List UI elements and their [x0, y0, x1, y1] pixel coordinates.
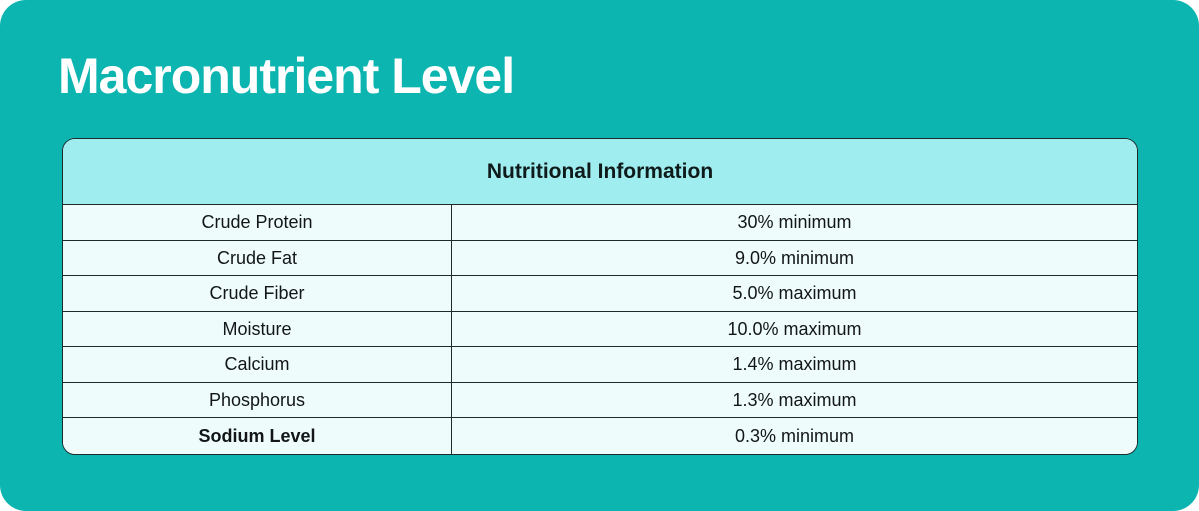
page-title: Macronutrient Level [58, 48, 515, 104]
table-header-row: Nutritional Information [63, 139, 1137, 205]
nutrient-value-cell: 30% minimum [737, 212, 852, 233]
nutrient-name-cell: Phosphorus [63, 382, 452, 417]
nutrient-value-cell: 10.0% maximum [727, 318, 862, 339]
table-row: Crude Protein 30% minimum [63, 205, 1137, 241]
nutrition-table: Nutritional Information Crude Protein 30… [62, 138, 1138, 455]
table-row: Sodium Level 0.3% minimum [63, 418, 1137, 454]
nutrient-name-cell: Sodium Level [63, 418, 452, 454]
table-row: Crude Fat 9.0% minimum [63, 240, 1137, 276]
nutrient-value-cell: 0.3% minimum [734, 425, 855, 446]
table-row: Moisture 10.0% maximum [63, 311, 1137, 347]
table-header-label: Nutritional Information [486, 159, 714, 183]
nutrient-value-cell: 9.0% minimum [734, 247, 855, 268]
table-row: Phosphorus 1.3% maximum [63, 382, 1137, 418]
table-row: Calcium 1.4% maximum [63, 347, 1137, 383]
nutrient-name-cell: Crude Fat [63, 240, 452, 275]
table-row: Crude Fiber 5.0% maximum [63, 276, 1137, 312]
nutrient-name-cell: Moisture [63, 311, 452, 346]
nutrient-name-cell: Calcium [63, 347, 452, 382]
nutrient-value-cell: 1.3% maximum [732, 389, 857, 410]
nutrient-name-cell: Crude Fiber [63, 276, 452, 311]
nutrient-name-cell: Crude Protein [63, 205, 452, 240]
nutrient-value-cell: 5.0% maximum [732, 283, 857, 304]
nutrient-value-cell: 1.4% maximum [732, 354, 857, 375]
